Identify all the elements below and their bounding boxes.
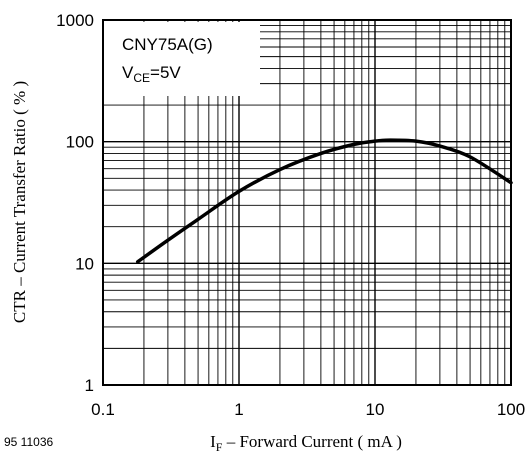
legend-line-2-sub: CE (133, 71, 150, 85)
tick-labels: 0.1 1 10 100 1000 100 10 1 (56, 11, 525, 419)
y-tick-label: 1000 (56, 11, 94, 30)
x-axis-title-sub: F (216, 440, 223, 454)
y-tick-label: 10 (75, 254, 94, 273)
x-axis-title-rest: – Forward Current ( mA ) (222, 432, 401, 451)
x-tick-label: 0.1 (91, 400, 115, 419)
legend-background (103, 22, 260, 96)
legend-line-2-rest: =5V (150, 63, 181, 82)
legend: CNY75A(G) VCE=5V (103, 22, 260, 96)
legend-line-2-main: V (122, 63, 134, 82)
figure-id: 95 11036 (4, 435, 53, 449)
x-tick-label: 10 (366, 400, 385, 419)
x-tick-label: 1 (234, 400, 243, 419)
x-axis-title: IF – Forward Current ( mA ) (210, 432, 402, 454)
legend-line-1: CNY75A(G) (122, 35, 213, 54)
y-axis-title: CTR – Current Transfer Ratio ( % ) (10, 81, 29, 323)
plot-frame (102, 19, 512, 386)
ctr-curve (135, 138, 513, 264)
x-tick-label: 100 (497, 400, 525, 419)
legend-line-2: VCE=5V (122, 63, 181, 85)
y-tick-label: 1 (85, 376, 94, 395)
x-axis-title-main: I (210, 432, 216, 451)
y-tick-label: 100 (66, 133, 94, 152)
